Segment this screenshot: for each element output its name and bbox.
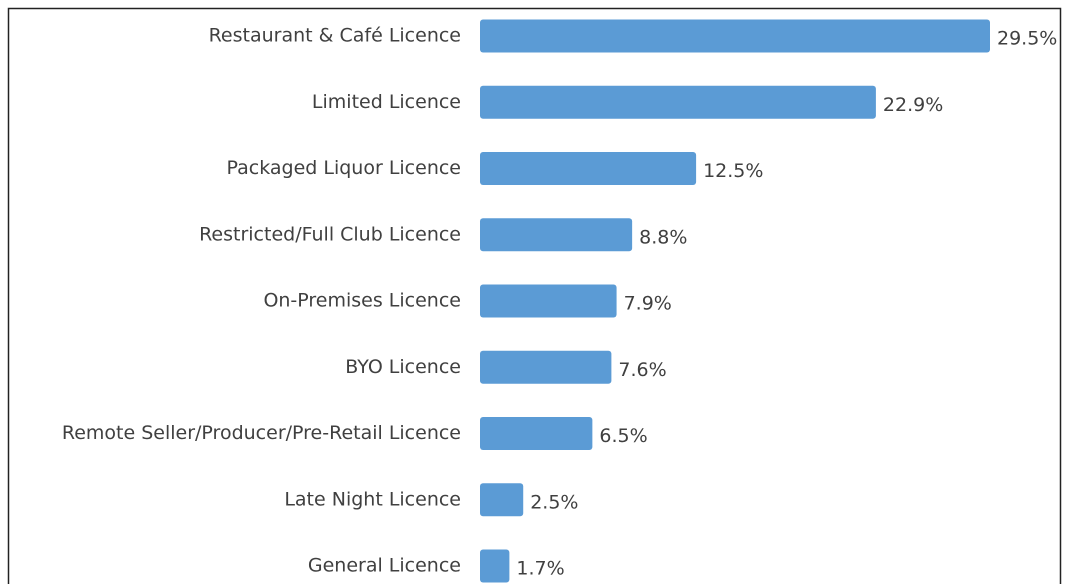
category-label: Restaurant & Café Licence (209, 25, 461, 47)
data-label: 7.9% (624, 293, 672, 315)
data-label: 22.9% (883, 94, 943, 116)
bar (480, 19, 990, 53)
bar (480, 85, 876, 119)
bar (480, 218, 633, 252)
category-label: General Licence (308, 555, 461, 577)
category-label: BYO Licence (345, 356, 461, 378)
data-label: 8.8% (639, 226, 687, 248)
category-label: Packaged Liquor Licence (227, 157, 461, 179)
frame (7, 7, 1062, 584)
data-label: 2.5% (530, 491, 578, 513)
category-label: Limited Licence (312, 91, 461, 113)
data-label: 6.5% (599, 425, 647, 447)
bar (480, 284, 617, 318)
bar (480, 152, 697, 185)
data-label: 12.5% (703, 160, 763, 182)
bar (480, 350, 612, 384)
category-label: Remote Seller/Producer/Pre-Retail Licenc… (62, 422, 461, 444)
category-label: Late Night Licence (284, 488, 461, 510)
category-label: On-Premises Licence (263, 290, 461, 312)
data-label: 7.6% (618, 359, 666, 381)
bar (480, 549, 510, 583)
data-label: 1.7% (516, 558, 564, 580)
data-label: 29.5% (997, 28, 1057, 50)
bar (480, 417, 593, 450)
bar (480, 483, 524, 517)
category-label: Restricted/Full Club Licence (199, 223, 461, 245)
